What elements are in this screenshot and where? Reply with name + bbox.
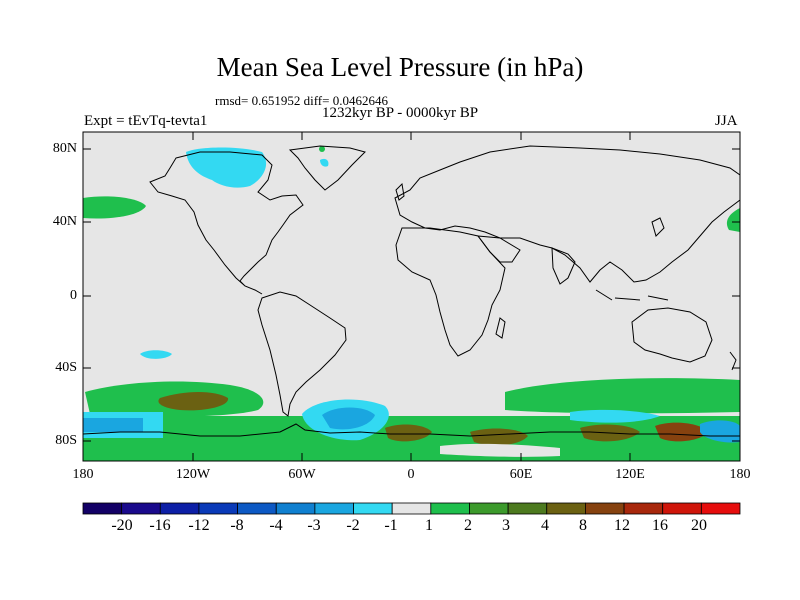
anomaly-blue-antarctic-west bbox=[83, 418, 143, 432]
colorbar-swatch bbox=[662, 502, 702, 515]
colorbar-label: 1 bbox=[425, 517, 433, 534]
colorbar-swatch bbox=[623, 502, 664, 515]
colorbar-label: 2 bbox=[464, 517, 472, 534]
coast-arabia bbox=[476, 235, 521, 263]
colorbar-swatch bbox=[430, 502, 470, 515]
colorbar-label: -1 bbox=[384, 517, 398, 534]
anomaly-brown-antarctic bbox=[655, 422, 708, 442]
colorbar bbox=[82, 502, 741, 515]
colorbar-label: -20 bbox=[111, 517, 133, 534]
colorbar-swatch bbox=[469, 502, 509, 515]
lat-label-80s: 80S bbox=[55, 433, 77, 448]
coast-british-isles bbox=[395, 182, 405, 201]
colorbar-label: 8 bbox=[579, 517, 587, 534]
anomaly-light-gaps bbox=[440, 443, 560, 457]
map-title: Mean Sea Level Pressure (in hPa) bbox=[216, 52, 584, 82]
colorbar-swatch bbox=[585, 502, 625, 515]
lat-label-40s: 40S bbox=[55, 360, 77, 375]
colorbar-label: -12 bbox=[188, 517, 210, 534]
colorbar-label: -16 bbox=[149, 517, 171, 534]
anomaly-blue-weddell bbox=[322, 407, 375, 430]
colorbar-swatch bbox=[314, 502, 354, 515]
colorbar-label: 4 bbox=[541, 517, 549, 534]
colorbar-swatch bbox=[391, 502, 432, 515]
coast-greenland bbox=[288, 145, 366, 191]
colorbar-label: -3 bbox=[307, 517, 321, 534]
lon-label-0: 0 bbox=[407, 467, 415, 482]
anomaly-green-indian-southern bbox=[505, 378, 740, 414]
lon-label-180e: 180 bbox=[729, 467, 751, 482]
period-line: 1232kyr BP - 0000kyr BP bbox=[322, 105, 479, 121]
colorbar-label: 16 bbox=[652, 517, 668, 534]
colorbar-label: 12 bbox=[614, 517, 630, 534]
lat-label-80n: 80N bbox=[52, 141, 77, 156]
colorbar-swatch bbox=[275, 502, 316, 515]
coast-south-america bbox=[257, 291, 347, 417]
anomaly-cyan-antarctic-east bbox=[570, 409, 660, 423]
anomaly-green-greenland-dot bbox=[319, 146, 325, 152]
coast-madagascar bbox=[495, 317, 506, 339]
anomaly-cyan-south-pacific bbox=[140, 350, 172, 359]
colorbar-label: -8 bbox=[230, 517, 244, 534]
stats-line: rmsd= 0.651952 diff= 0.0462646 bbox=[215, 93, 388, 108]
colorbar-swatch bbox=[700, 502, 741, 515]
lon-label-60e: 60E bbox=[509, 467, 533, 482]
coast-japan bbox=[651, 217, 665, 237]
coast-australia bbox=[631, 307, 713, 363]
anomaly-olive-south-pacific bbox=[158, 392, 229, 411]
colorbar-label: -4 bbox=[269, 517, 283, 534]
coast-eurasia bbox=[394, 145, 740, 283]
anomaly-olive-antarctic-1 bbox=[385, 424, 432, 442]
colorbar-swatch bbox=[82, 502, 123, 515]
coastlines bbox=[83, 145, 740, 437]
colorbar-swatch bbox=[121, 502, 161, 515]
colorbar-swatch bbox=[237, 502, 277, 515]
lon-label-120e: 120E bbox=[615, 467, 645, 482]
colorbar-swatch bbox=[353, 502, 393, 515]
colorbar-label: 3 bbox=[502, 517, 510, 534]
lat-label-40n: 40N bbox=[52, 214, 77, 229]
lat-label-0: 0 bbox=[70, 288, 77, 303]
coast-north-america bbox=[149, 151, 304, 295]
season-label: JJA bbox=[715, 113, 738, 129]
lon-label-60w: 60W bbox=[288, 467, 316, 482]
anomaly-green-north-pacific-east bbox=[726, 208, 740, 232]
coast-antarctica bbox=[83, 423, 740, 437]
colorbar-swatch bbox=[159, 502, 200, 515]
experiment-label: Expt = tEvTq-tevta1 bbox=[84, 113, 208, 129]
anomaly-blue-antarctic-east bbox=[700, 420, 740, 443]
coast-india bbox=[551, 247, 576, 285]
anomaly-olive-antarctic-2 bbox=[470, 428, 528, 446]
coast-new-zealand bbox=[729, 351, 737, 371]
lon-label-120w: 120W bbox=[175, 467, 211, 482]
colorbar-swatch bbox=[198, 502, 238, 515]
anomaly-green-north-pacific-west bbox=[83, 196, 146, 219]
axis-ticks bbox=[82, 132, 741, 461]
colorbar-label: 20 bbox=[691, 517, 707, 534]
colorbar-swatch bbox=[546, 502, 586, 515]
colorbar-label: -2 bbox=[346, 517, 360, 534]
anomaly-cyan-canada bbox=[186, 147, 267, 188]
lon-label-180w: 180 bbox=[72, 467, 94, 482]
colorbar-swatch bbox=[507, 502, 548, 515]
coast-indonesia bbox=[595, 289, 669, 301]
anomaly-cyan-greenland bbox=[320, 158, 329, 167]
